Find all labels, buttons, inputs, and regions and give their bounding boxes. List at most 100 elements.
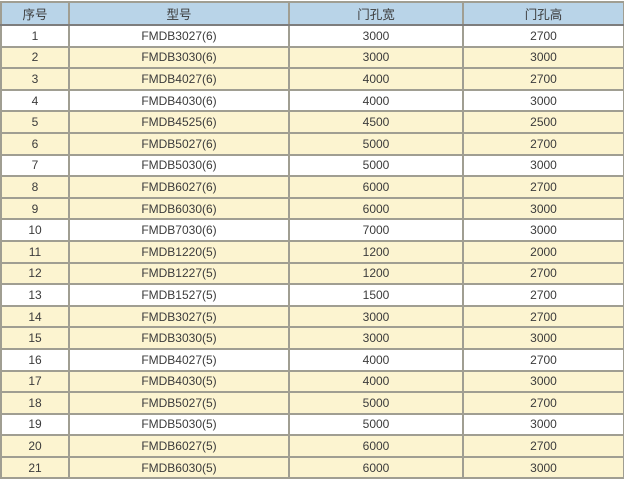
cell-index: 1 <box>0 24 70 48</box>
cell-height: 2700 <box>462 391 624 415</box>
cell-width: 1500 <box>288 283 464 307</box>
cell-height: 2700 <box>462 175 624 199</box>
table-row: 11 FMDB1220(5) 1200 2000 <box>0 239 624 264</box>
cell-index: 11 <box>0 239 70 264</box>
cell-height: 2700 <box>462 347 624 372</box>
table-row: 12 FMDB1227(5) 1200 2700 <box>0 261 624 286</box>
cell-width: 3000 <box>288 45 464 70</box>
cell-index: 19 <box>0 412 70 437</box>
cell-width: 3000 <box>288 24 464 48</box>
cell-width: 1200 <box>288 261 464 286</box>
cell-height: 2700 <box>462 434 624 458</box>
table-row: 4 FMDB4030(6) 4000 3000 <box>0 88 624 113</box>
table-body: 1 FMDB3027(6) 3000 2700 2 FMDB3030(6) 3000 3000… <box>0 24 624 480</box>
cell-height: 3000 <box>462 326 624 350</box>
table-row: 13 FMDB1527(5) 1500 2700 <box>0 283 624 307</box>
table-header-row: 序号 型号 门孔宽 门孔高 <box>0 1 624 26</box>
cell-width: 4000 <box>288 88 464 113</box>
cell-model: FMDB6027(5) <box>68 434 290 458</box>
cell-model: FMDB4030(6) <box>68 88 290 113</box>
cell-width: 4000 <box>288 347 464 372</box>
cell-model: FMDB4027(6) <box>68 67 290 91</box>
table-row: 21 FMDB6030(5) 6000 3000 <box>0 455 624 480</box>
table-row: 10 FMDB7030(6) 7000 3000 <box>0 218 624 242</box>
table-row: 14 FMDB3027(5) 3000 2700 <box>0 304 624 329</box>
cell-model: FMDB6027(6) <box>68 175 290 199</box>
cell-height: 2700 <box>462 261 624 286</box>
column-header-height: 门孔高 <box>462 1 624 26</box>
cell-width: 6000 <box>288 455 464 480</box>
cell-model: FMDB4027(5) <box>68 347 290 372</box>
cell-index: 10 <box>0 218 70 242</box>
cell-width: 4000 <box>288 67 464 91</box>
cell-model: FMDB3027(5) <box>68 304 290 329</box>
cell-model: FMDB6030(6) <box>68 196 290 221</box>
cell-model: FMDB3030(5) <box>68 326 290 350</box>
cell-model: FMDB3030(6) <box>68 45 290 70</box>
cell-width: 5000 <box>288 412 464 437</box>
cell-height: 3000 <box>462 218 624 242</box>
table-row: 16 FMDB4027(5) 4000 2700 <box>0 347 624 372</box>
cell-model: FMDB3027(6) <box>68 24 290 48</box>
cell-index: 3 <box>0 67 70 91</box>
table-row: 20 FMDB6027(5) 6000 2700 <box>0 434 624 458</box>
cell-index: 20 <box>0 434 70 458</box>
cell-model: FMDB1220(5) <box>68 239 290 264</box>
cell-height: 3000 <box>462 369 624 394</box>
cell-index: 12 <box>0 261 70 286</box>
column-header-index: 序号 <box>0 1 70 26</box>
cell-width: 4500 <box>288 110 464 134</box>
cell-model: FMDB5027(5) <box>68 391 290 415</box>
cell-model: FMDB4525(6) <box>68 110 290 134</box>
cell-height: 3000 <box>462 412 624 437</box>
cell-index: 21 <box>0 455 70 480</box>
cell-height: 2000 <box>462 239 624 264</box>
column-header-model: 型号 <box>68 1 290 26</box>
table-row: 5 FMDB4525(6) 4500 2500 <box>0 110 624 134</box>
cell-height: 3000 <box>462 45 624 70</box>
cell-model: FMDB1527(5) <box>68 283 290 307</box>
cell-index: 4 <box>0 88 70 113</box>
cell-width: 5000 <box>288 153 464 178</box>
cell-model: FMDB1227(5) <box>68 261 290 286</box>
cell-index: 5 <box>0 110 70 134</box>
cell-index: 18 <box>0 391 70 415</box>
cell-model: FMDB5030(6) <box>68 153 290 178</box>
cell-width: 5000 <box>288 391 464 415</box>
cell-model: FMDB4030(5) <box>68 369 290 394</box>
table-row: 17 FMDB4030(5) 4000 3000 <box>0 369 624 394</box>
cell-index: 8 <box>0 175 70 199</box>
cell-height: 2700 <box>462 131 624 156</box>
cell-width: 3000 <box>288 304 464 329</box>
cell-height: 2700 <box>462 283 624 307</box>
cell-height: 3000 <box>462 455 624 480</box>
cell-height: 3000 <box>462 88 624 113</box>
cell-height: 3000 <box>462 196 624 221</box>
table-row: 15 FMDB3030(5) 3000 3000 <box>0 326 624 350</box>
cell-model: FMDB7030(6) <box>68 218 290 242</box>
cell-width: 6000 <box>288 196 464 221</box>
cell-model: FMDB5030(5) <box>68 412 290 437</box>
cell-width: 3000 <box>288 326 464 350</box>
cell-width: 7000 <box>288 218 464 242</box>
cell-model: FMDB5027(6) <box>68 131 290 156</box>
cell-index: 14 <box>0 304 70 329</box>
cell-index: 13 <box>0 283 70 307</box>
cell-height: 2700 <box>462 304 624 329</box>
table-row: 1 FMDB3027(6) 3000 2700 <box>0 24 624 48</box>
cell-index: 16 <box>0 347 70 372</box>
cell-index: 2 <box>0 45 70 70</box>
cell-model: FMDB6030(5) <box>68 455 290 480</box>
cell-height: 2700 <box>462 67 624 91</box>
table-row: 3 FMDB4027(6) 4000 2700 <box>0 67 624 91</box>
cell-height: 3000 <box>462 153 624 178</box>
table-row: 6 FMDB5027(6) 5000 2700 <box>0 131 624 156</box>
cell-index: 6 <box>0 131 70 156</box>
cell-width: 5000 <box>288 131 464 156</box>
cell-width: 1200 <box>288 239 464 264</box>
cell-height: 2500 <box>462 110 624 134</box>
column-header-width: 门孔宽 <box>288 1 464 26</box>
table-row: 8 FMDB6027(6) 6000 2700 <box>0 175 624 199</box>
